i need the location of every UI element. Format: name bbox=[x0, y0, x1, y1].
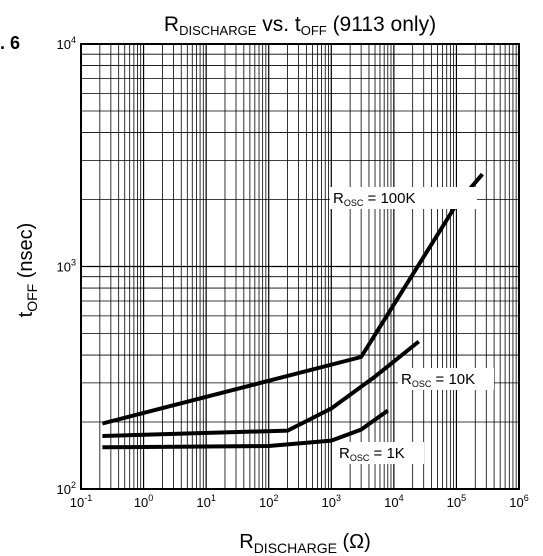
y-tick-label: 103 bbox=[57, 258, 76, 275]
y-tick-label: 104 bbox=[57, 35, 76, 52]
x-tick-label: 104 bbox=[384, 493, 403, 510]
x-tick-label: 103 bbox=[322, 493, 341, 510]
chart-title: RDISCHARGE vs. tOFF (9113 only) bbox=[164, 13, 436, 38]
y-tick-label: 102 bbox=[57, 480, 76, 497]
y-tick-labels: 102 103 104 bbox=[57, 35, 76, 497]
curve-labels: ROSC = 100K ROSC = 10K ROSC = 1K bbox=[330, 187, 494, 464]
x-tick-label: 101 bbox=[196, 493, 215, 510]
curve-label: ROSC = 10K bbox=[401, 371, 475, 389]
x-tick-label: 106 bbox=[509, 493, 528, 510]
plot-frame bbox=[80, 43, 520, 490]
x-axis-label: RDISCHARGE (Ω) bbox=[239, 531, 371, 556]
x-tick-label: 10-1 bbox=[70, 493, 92, 510]
curve-label: ROSC = 100K bbox=[333, 190, 416, 208]
curves bbox=[101, 172, 484, 450]
x-tick-labels: 10-1 100 101 102 103 104 105 106 bbox=[70, 493, 529, 510]
figure-label: . 6 bbox=[0, 33, 21, 53]
x-tick-label: 105 bbox=[447, 493, 466, 510]
series-line bbox=[102, 339, 421, 438]
series-line bbox=[102, 408, 389, 450]
curve-label-bg bbox=[330, 187, 477, 209]
x-tick-label: 102 bbox=[259, 493, 278, 510]
curve-label-bg bbox=[398, 368, 494, 390]
x-tick-label: 100 bbox=[134, 493, 153, 510]
curve-label-bg bbox=[336, 442, 424, 464]
y-axis-label: tOFF (nsec) bbox=[15, 223, 40, 318]
curve-label: ROSC = 1K bbox=[339, 445, 405, 463]
grid bbox=[81, 44, 519, 489]
